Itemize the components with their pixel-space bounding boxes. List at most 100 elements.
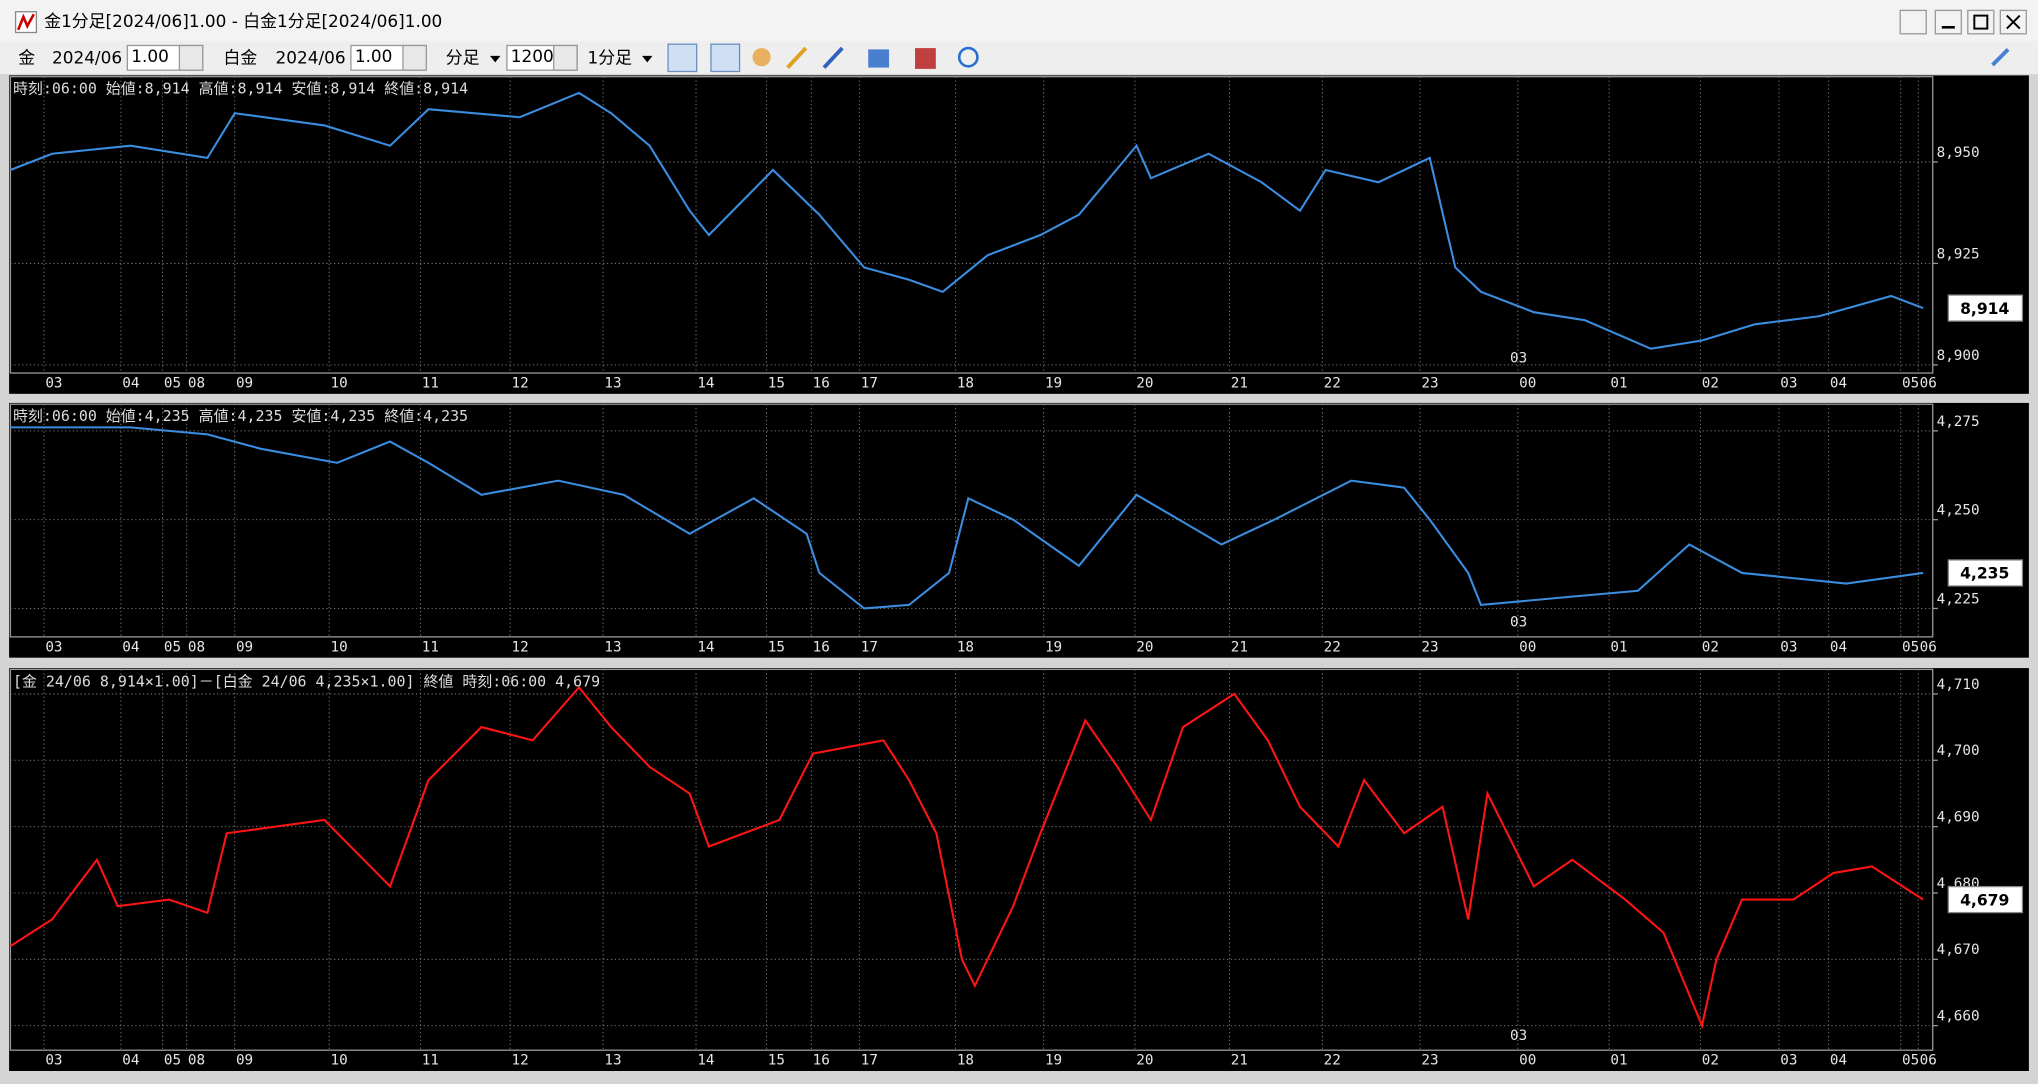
x-tick-label: 11 — [422, 639, 439, 655]
x-tick-label: 05 — [164, 639, 181, 655]
x-tick-label: 10 — [330, 639, 347, 655]
line-tool[interactable] — [822, 46, 844, 69]
x-tick-label: 17 — [861, 639, 878, 655]
x-tick-label: 01 — [1610, 1053, 1627, 1069]
x-tick-label: 02 — [1702, 1053, 1719, 1069]
ratio-value: 1.00 — [131, 46, 169, 66]
x-tick-label: 19 — [1045, 375, 1062, 391]
refresh-tool[interactable] — [957, 46, 979, 68]
panel-background — [9, 668, 2029, 1071]
x-tick-label: 16 — [813, 639, 830, 655]
x-tick-label: 04 — [1830, 375, 1847, 391]
price-line — [10, 91, 1924, 350]
maximize-button[interactable] — [1967, 9, 1995, 35]
x-tick-label: 03 — [1780, 1053, 1797, 1069]
panel-header: 時刻:06:00 始値:8,914 高値:8,914 安値:8,914 終値:8… — [13, 80, 468, 98]
current-value-box — [1947, 294, 2024, 322]
x-tick-label: 05 — [1902, 639, 1919, 655]
bar-unit-dropdown[interactable]: 分足 — [446, 47, 480, 67]
cursor-tool[interactable] — [667, 43, 698, 73]
minimize-button[interactable] — [1934, 9, 1962, 35]
close-icon — [2006, 14, 2021, 30]
spinner[interactable] — [402, 44, 427, 71]
panel-header: [金 24/06 8,914×1.00]－[白金 24/06 4,235×1.0… — [13, 672, 600, 690]
ratio-value: 1.00 — [355, 46, 393, 66]
x-tick-label: 09 — [236, 375, 253, 391]
x-tick-label: 00 — [1519, 375, 1536, 391]
x-tick-label: 04 — [122, 639, 139, 655]
x-tick-label: 03 — [45, 639, 62, 655]
dropdown-arrow — [490, 55, 501, 63]
indicator-tool[interactable] — [915, 48, 936, 69]
x-tick-label: 13 — [604, 375, 621, 391]
x-tick-label: 05 — [1902, 1053, 1919, 1069]
x-tick-label: 05 — [164, 1053, 181, 1069]
window-buttons — [1899, 9, 2027, 35]
x-tick-label: 18 — [957, 639, 974, 655]
title-bar — [0, 0, 2038, 42]
x-tick-label: 02 — [1702, 639, 1719, 655]
instrument-label: 金 — [18, 47, 35, 67]
spinner[interactable] — [178, 44, 204, 71]
price-line — [10, 426, 1924, 610]
instrument-label: 白金 — [224, 47, 258, 67]
current-value-box — [1947, 885, 2024, 914]
x-tick-label: 18 — [957, 375, 974, 391]
x-tick-label: 02 — [1702, 375, 1719, 391]
x-tick-label: 03 — [1780, 639, 1797, 655]
panel-background — [9, 75, 2029, 394]
x-tick-label: 04 — [1830, 1053, 1847, 1069]
y-tick-label: 8,900 — [1937, 348, 1980, 364]
x-tick-label: 23 — [1421, 1053, 1438, 1069]
x-tick-label: 03 — [45, 1053, 62, 1069]
price-line — [9, 685, 1924, 1030]
chart-panel: 03 04 05 08 09 10 11 12 13 14 15 16 17 18 19 20 21 22 23 00… — [9, 668, 2029, 1071]
current-value-label: 4,679 — [1960, 891, 2009, 909]
settings-tool[interactable] — [1991, 48, 2010, 67]
x-tick-label: 09 — [236, 639, 253, 655]
x-tick-label: 14 — [697, 375, 714, 391]
x-tick-label: 13 — [604, 1053, 621, 1069]
panel-background — [9, 402, 2029, 658]
x-tick-label: 03 — [1780, 375, 1797, 391]
x-tick-label: 19 — [1045, 639, 1062, 655]
x-tick-label: 21 — [1231, 1053, 1248, 1069]
y-tick-label: 4,225 — [1937, 591, 1980, 607]
pen-tool[interactable] — [786, 46, 808, 69]
current-value-box — [1947, 559, 2024, 587]
x-tick-label: 10 — [330, 375, 347, 391]
x-tick-label: 00 — [1519, 639, 1536, 655]
plot-frame — [9, 76, 1934, 374]
y-tick-label: 4,670 — [1937, 942, 1980, 958]
period-dropdown[interactable]: 1分足 — [587, 47, 632, 67]
y-tick-label: 8,925 — [1937, 246, 1980, 262]
window-title: 金1分足[2024/06]1.00 - 白金1分足[2024/06]1.00 — [44, 11, 442, 31]
x-tick-label: 20 — [1136, 639, 1153, 655]
chart-type-tool[interactable] — [868, 49, 890, 68]
chart-panel: 03 04 05 08 09 10 11 12 13 14 15 16 17 18 19 20 21 22 23 00… — [9, 402, 2029, 658]
y-tick-label: 4,660 — [1937, 1009, 1980, 1025]
x-tick-label: 16 — [813, 375, 830, 391]
x-tick-label: 11 — [422, 375, 439, 391]
x-tick-label: 17 — [861, 375, 878, 391]
restore-button[interactable] — [1899, 9, 1927, 35]
x-tick-label: 22 — [1324, 375, 1341, 391]
x-tick-label: 21 — [1231, 639, 1248, 655]
panel-header: 時刻:06:00 始値:4,235 高値:4,235 安値:4,235 終値:4… — [13, 407, 468, 425]
x-tick-label: 08 — [188, 639, 205, 655]
plot-frame — [9, 403, 1934, 638]
spinner[interactable] — [553, 44, 578, 71]
x-tick-label: 06 — [1920, 375, 1937, 391]
hand-tool[interactable] — [752, 48, 771, 67]
x-tick-label: 03 — [45, 375, 62, 391]
x-tick-label: 08 — [188, 1053, 205, 1069]
select-tool[interactable] — [710, 43, 741, 73]
x-tick-label: 04 — [1830, 639, 1847, 655]
x-tick-label: 21 — [1231, 375, 1248, 391]
x-tick-label: 23 — [1421, 375, 1438, 391]
x-tick-label: 12 — [512, 639, 529, 655]
day-marker: 03 — [1510, 351, 1527, 367]
x-tick-label: 11 — [422, 1053, 439, 1069]
y-tick-label: 4,250 — [1937, 503, 1980, 519]
dropdown-arrow — [642, 55, 653, 63]
